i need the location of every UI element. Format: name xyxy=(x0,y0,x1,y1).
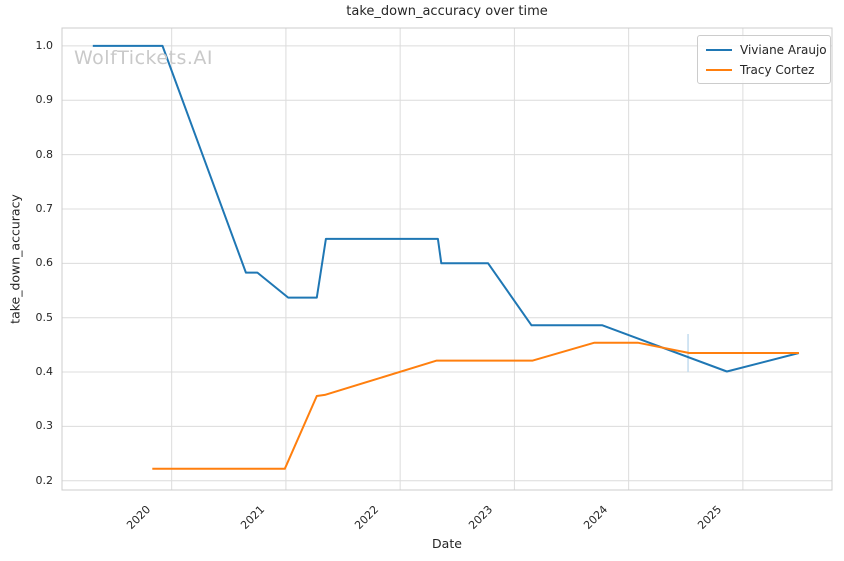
x-axis-label: Date xyxy=(432,536,462,551)
y-tick-label: 0.5 xyxy=(35,310,54,324)
y-tick-label: 0.4 xyxy=(35,365,54,379)
legend-label: Viviane Araujo xyxy=(740,42,827,57)
y-tick-label: 0.8 xyxy=(35,147,54,161)
legend-line-sample xyxy=(706,48,732,51)
y-tick-label: 1.0 xyxy=(35,38,54,52)
series-line-tracy-cortez xyxy=(152,341,799,470)
y-tick-label: 0.7 xyxy=(35,201,54,215)
y-tick-label: 0.3 xyxy=(35,419,54,433)
chart-title: take_down_accuracy over time xyxy=(346,4,548,19)
legend-item: Viviane Araujo xyxy=(706,42,827,57)
legend-label: Tracy Cortez xyxy=(740,62,815,77)
watermark: WolfTickets.AI xyxy=(74,47,214,69)
y-tick-label: 0.9 xyxy=(35,93,54,107)
y-tick-label: 0.2 xyxy=(35,473,54,487)
series-line-viviane-araujo xyxy=(92,44,800,373)
y-tick-label: 0.6 xyxy=(35,256,54,270)
legend: Viviane Araujo Tracy Cortez xyxy=(697,35,831,84)
axes-spines xyxy=(61,27,833,491)
legend-line-sample xyxy=(706,68,732,71)
legend-item: Tracy Cortez xyxy=(706,62,822,77)
